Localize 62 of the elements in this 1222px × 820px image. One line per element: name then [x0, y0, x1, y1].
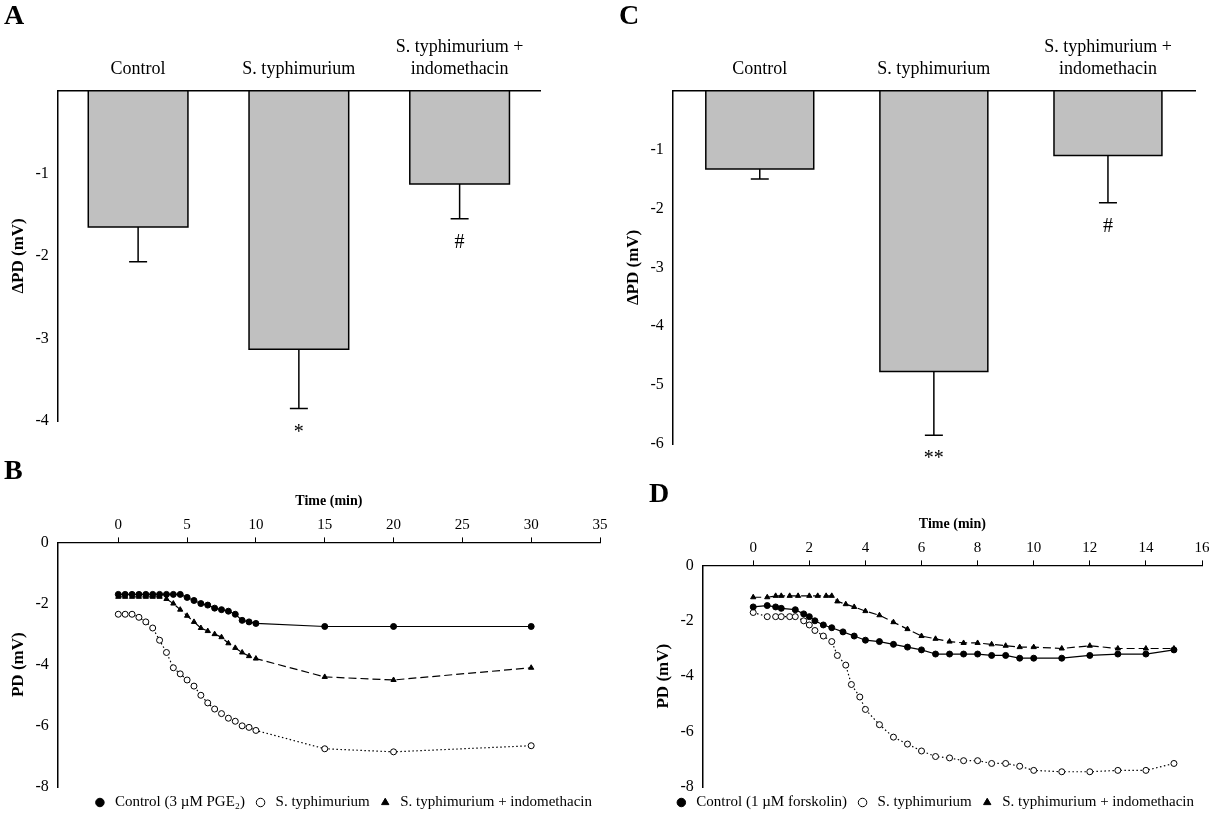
legend-label: Control (1 µM forskolin) — [696, 793, 848, 811]
y-tick-label: -4 — [35, 654, 49, 672]
y-tick-label: -4 — [650, 316, 664, 334]
x-tick-label: 30 — [523, 516, 539, 533]
annotation: # — [1102, 213, 1113, 236]
x-axis-title: Time (min) — [295, 492, 363, 509]
legend-label: S. typhimurium + indomethacin — [1002, 793, 1195, 810]
x-tick-label: 0 — [749, 539, 757, 556]
y-axis-title: ΔPD (mV) — [622, 229, 642, 306]
x-tick-label: S. typhimurium — [242, 57, 356, 78]
legend-label: Control (3 µM PGE₂) — [114, 793, 246, 811]
y-tick-label: -4 — [680, 666, 694, 684]
x-tick-label: S. typhimurium + indomethacin — [395, 36, 524, 78]
chart-title: C — [619, 0, 640, 31]
x-tick-label: 6 — [917, 539, 926, 556]
y-tick-label: -6 — [35, 716, 49, 734]
x-tick-label: 5 — [183, 516, 191, 533]
x-tick-label: 4 — [861, 539, 870, 556]
chart-title: D — [649, 477, 670, 509]
legend-label: S. typhimurium + indomethacin — [400, 793, 593, 810]
x-tick-label: Control — [110, 57, 166, 78]
text: ** — [923, 446, 944, 469]
y-tick-label: -3 — [35, 328, 49, 346]
x-tick-label: 15 — [317, 516, 333, 533]
x-tick-label: 10 — [1026, 539, 1042, 556]
legend-label: S. typhimurium — [877, 793, 973, 810]
chart-title: B — [4, 454, 23, 486]
y-tick-label: -3 — [650, 257, 664, 275]
x-tick-label: Control — [732, 57, 788, 78]
y-tick-label: 0 — [685, 555, 694, 573]
annotation: # — [454, 230, 465, 252]
chart-title: A — [4, 0, 25, 31]
y-axis-title: PD (mV) — [7, 632, 27, 698]
x-tick-label: 20 — [386, 516, 402, 533]
x-tick-label: 8 — [973, 539, 982, 556]
y-tick-label: -8 — [35, 777, 49, 795]
x-tick-label: S. typhimurium + indomethacin — [1044, 36, 1172, 78]
y-tick-label: -5 — [650, 375, 664, 393]
x-tick-label: 2 — [805, 539, 814, 556]
annotation: * — [293, 419, 304, 442]
x-tick-label: 35 — [592, 516, 608, 533]
x-tick-label: 14 — [1138, 539, 1154, 556]
y-tick-label: -2 — [680, 611, 694, 628]
legend-label: S. typhimurium — [275, 793, 371, 810]
x-tick-label: 16 — [1194, 539, 1210, 556]
y-tick-label: -6 — [650, 434, 664, 452]
y-tick-label: -2 — [35, 593, 49, 611]
x-tick-label: S. typhimurium — [877, 57, 991, 78]
y-axis-title: ΔPD (mV) — [7, 218, 27, 294]
y-tick-label: -1 — [35, 163, 49, 181]
y-tick-label: -1 — [650, 139, 664, 157]
y-axis-title: PD (mV) — [652, 643, 672, 709]
x-tick-label: 25 — [454, 516, 470, 533]
x-axis-title: Time (min) — [918, 515, 987, 532]
y-tick-label: -2 — [650, 198, 664, 216]
x-tick-label: 10 — [248, 516, 264, 533]
y-tick-label: -2 — [35, 246, 49, 264]
y-tick-label: -8 — [680, 777, 694, 795]
x-tick-label: 12 — [1082, 539, 1098, 556]
y-tick-label: -6 — [680, 721, 694, 739]
x-tick-label: 0 — [114, 516, 123, 533]
y-tick-label: -4 — [35, 411, 49, 429]
